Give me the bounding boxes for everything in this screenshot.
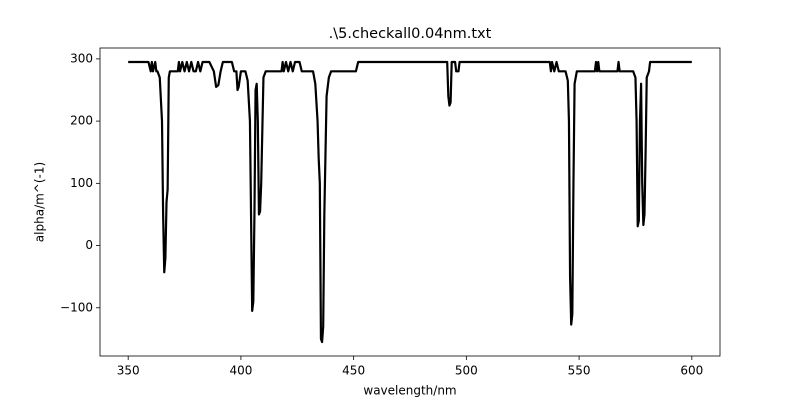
plot-frame	[99, 47, 721, 357]
y-tick-label: 300	[70, 51, 93, 65]
chart-title: .\5.checkall0.04nm.txt	[329, 26, 492, 42]
y-tick-label: 0	[85, 238, 93, 252]
x-tick-label: 500	[455, 364, 478, 378]
x-tick-label: 350	[117, 364, 140, 378]
data-line	[128, 60, 692, 344]
x-axis-label: wavelength/nm	[363, 384, 456, 398]
y-tick-label: 100	[70, 176, 93, 190]
x-tick-label: 400	[229, 364, 252, 378]
x-tick-label: 450	[342, 364, 365, 378]
y-axis-label: alpha/m^(-1)	[33, 162, 47, 242]
x-tick-label: 600	[680, 364, 703, 378]
y-tick-label: −100	[60, 300, 93, 314]
y-tick-label: 200	[70, 114, 93, 128]
x-tick-label: 550	[568, 364, 591, 378]
